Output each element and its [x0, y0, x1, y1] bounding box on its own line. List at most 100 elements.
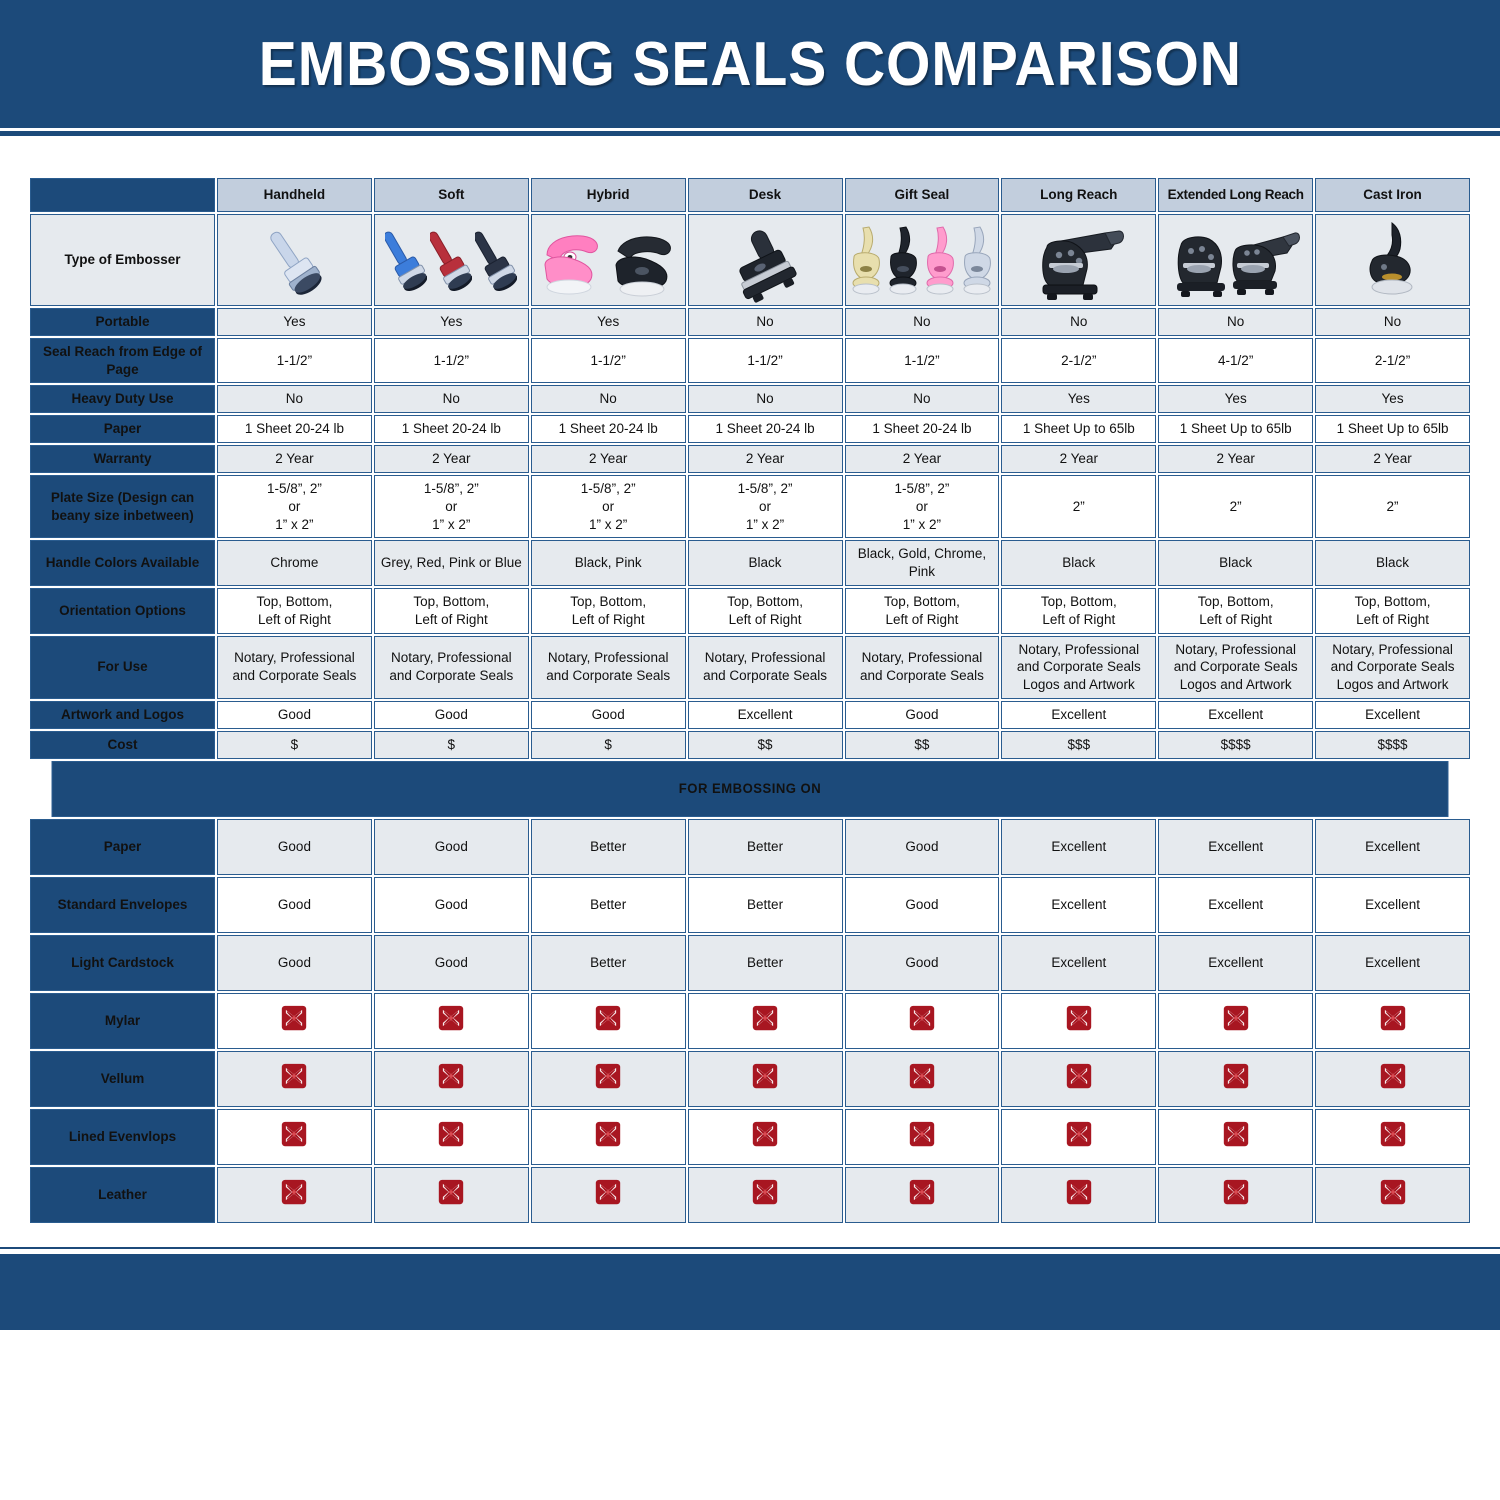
- cell-leather-6: [1158, 1166, 1314, 1223]
- cell-leather-2: [530, 1166, 686, 1223]
- not-recommended-x-icon: [909, 1006, 935, 1031]
- cell-paper-4: Good: [844, 818, 1000, 875]
- cell-heavy-duty-use-6: Yes: [1158, 385, 1314, 414]
- not-recommended-x-icon: [1223, 1180, 1248, 1205]
- row-label-paper: Paper: [30, 818, 215, 875]
- not-recommended-x-icon: [1066, 1064, 1091, 1089]
- cell-standard-envelopes-2: Better: [530, 876, 686, 933]
- table-body: Type of Embosser: [30, 214, 1470, 1223]
- column-header-extended-long-reach[interactable]: Extended Long Reach: [1158, 178, 1314, 212]
- cell-orientation-options-5: Top, Bottom, Left of Right: [1001, 587, 1157, 634]
- row-label-portable: Portable: [30, 308, 215, 336]
- not-recommended-x-icon: [909, 1122, 935, 1147]
- column-header-soft[interactable]: Soft: [373, 178, 529, 212]
- cell-artwork-and-logos-0: Good: [217, 701, 372, 729]
- embosser-image-cell: [217, 214, 372, 306]
- table-row: Plate Size (Design can beany size inbetw…: [30, 474, 1470, 539]
- not-recommended-x-icon: [1066, 1180, 1091, 1205]
- table-row: Artwork and Logos Good Good Good Excellent Go…: [30, 701, 1470, 729]
- cell-light-cardstock-7: Excellent: [1315, 934, 1470, 991]
- cell-vellum-7: [1315, 1050, 1470, 1107]
- column-header-long-reach[interactable]: Long Reach: [1001, 178, 1157, 212]
- cell-lined-evenvlops-6: [1158, 1108, 1314, 1165]
- cell-warranty-3: 2 Year: [687, 445, 843, 473]
- not-recommended-x-icon: [909, 1064, 935, 1089]
- cell-plate-size-design-can-beany-size-inbetween-4: 1-5/8”, 2” or 1” x 2”: [844, 474, 1000, 539]
- cell-portable-2: Yes: [530, 308, 686, 336]
- column-header-handheld[interactable]: Handheld: [217, 178, 372, 212]
- row-label-artwork-and-logos: Artwork and Logos: [30, 701, 215, 729]
- not-recommended-x-icon: [1380, 1122, 1405, 1147]
- cell-mylar-6: [1158, 992, 1314, 1049]
- row-label-type-of-embosser: Type of Embosser: [30, 214, 215, 306]
- cell-leather-4: [844, 1166, 1000, 1223]
- cell-light-cardstock-5: Excellent: [1001, 934, 1157, 991]
- gift-seal-embosser-icon: [852, 226, 881, 295]
- cell-warranty-7: 2 Year: [1315, 445, 1470, 473]
- cell-warranty-5: 2 Year: [1001, 445, 1157, 473]
- desk-embosser-icon: [739, 230, 797, 303]
- cell-standard-envelopes-5: Excellent: [1001, 876, 1157, 933]
- cell-leather-7: [1315, 1166, 1470, 1223]
- column-header-hybrid[interactable]: Hybrid: [530, 178, 686, 212]
- cell-handle-colors-available-0: Chrome: [217, 540, 372, 586]
- cell-artwork-and-logos-5: Excellent: [1001, 701, 1157, 729]
- cell-mylar-3: [687, 992, 843, 1049]
- column-header-gift-seal[interactable]: Gift Seal: [844, 178, 1000, 212]
- cell-light-cardstock-4: Good: [844, 934, 1000, 991]
- embossing-seals-comparison-table: Handheld Soft Hybrid Desk Gift Seal Long Reac…: [28, 176, 1472, 1225]
- section-band-for-embossing-on: FOR EMBOSSING ON: [51, 760, 1449, 817]
- not-recommended-x-icon: [596, 1180, 621, 1205]
- embosser-image-row: Type of Embosser: [30, 214, 1470, 306]
- cell-mylar-5: [1001, 992, 1157, 1049]
- cell-heavy-duty-use-3: No: [687, 385, 843, 414]
- column-header-desk[interactable]: Desk: [687, 178, 843, 212]
- page-banner: EMBOSSING SEALS COMPARISON: [0, 0, 1500, 128]
- table-row: Leather: [30, 1166, 1470, 1223]
- cell-vellum-4: [844, 1050, 1000, 1107]
- row-label-cost: Cost: [30, 730, 215, 759]
- table-corner-cell: [30, 178, 215, 212]
- cell-seal-reach-from-edge-of-page-1: 1-1/2”: [373, 337, 529, 384]
- cell-lined-evenvlops-1: [373, 1108, 529, 1165]
- table-row: Handle Colors Available Chrome Grey, Red, …: [30, 540, 1470, 586]
- not-recommended-x-icon: [439, 1122, 464, 1147]
- cell-vellum-6: [1158, 1050, 1314, 1107]
- not-recommended-x-icon: [596, 1122, 621, 1147]
- cell-lined-evenvlops-4: [844, 1108, 1000, 1165]
- cell-standard-envelopes-1: Good: [373, 876, 529, 933]
- table-row: Orientation Options Top, Bottom, Left of …: [30, 587, 1470, 634]
- cell-paper-4: 1 Sheet 20-24 lb: [844, 415, 1000, 444]
- cell-for-use-6: Notary, Professional and Corporate Seals…: [1158, 635, 1314, 699]
- footer-band: [0, 1253, 1500, 1330]
- row-label-standard-envelopes: Standard Envelopes: [30, 876, 215, 933]
- not-recommended-x-icon: [282, 1122, 307, 1147]
- cell-warranty-4: 2 Year: [844, 445, 1000, 473]
- table-row: Paper 1 Sheet 20-24 lb 1 Sheet 20-24 lb 1 S…: [30, 415, 1470, 444]
- not-recommended-x-icon: [439, 1064, 464, 1089]
- cell-paper-1: 1 Sheet 20-24 lb: [373, 415, 529, 444]
- extended-long-reach-embosser-icon: [1176, 232, 1300, 297]
- embosser-image-cell: [844, 214, 1000, 306]
- column-header-cast-iron[interactable]: Cast Iron: [1315, 178, 1470, 212]
- cell-seal-reach-from-edge-of-page-3: 1-1/2”: [687, 337, 843, 384]
- cell-warranty-0: 2 Year: [217, 445, 372, 473]
- cell-for-use-1: Notary, Professional and Corporate Seals: [373, 635, 529, 699]
- table-row: Warranty 2 Year 2 Year 2 Year 2 Year 2 Year 2 …: [30, 445, 1470, 473]
- cell-paper-7: Excellent: [1315, 818, 1470, 875]
- cell-light-cardstock-6: Excellent: [1158, 934, 1314, 991]
- cell-artwork-and-logos-2: Good: [530, 701, 686, 729]
- cell-orientation-options-1: Top, Bottom, Left of Right: [373, 587, 529, 634]
- cell-handle-colors-available-5: Black: [1001, 540, 1157, 586]
- embosser-image-cell: [373, 214, 529, 306]
- cell-paper-5: 1 Sheet Up to 65lb: [1001, 415, 1157, 444]
- cell-seal-reach-from-edge-of-page-2: 1-1/2”: [530, 337, 686, 384]
- cell-portable-4: No: [844, 308, 1000, 336]
- not-recommended-x-icon: [1223, 1064, 1248, 1089]
- cell-artwork-and-logos-3: Excellent: [687, 701, 843, 729]
- cell-vellum-3: [687, 1050, 843, 1107]
- cell-standard-envelopes-7: Excellent: [1315, 876, 1470, 933]
- cell-mylar-7: [1315, 992, 1470, 1049]
- row-label-plate-size-design-can-beany-size-inbetween: Plate Size (Design can beany size inbetw…: [30, 474, 215, 539]
- cell-light-cardstock-2: Better: [530, 934, 686, 991]
